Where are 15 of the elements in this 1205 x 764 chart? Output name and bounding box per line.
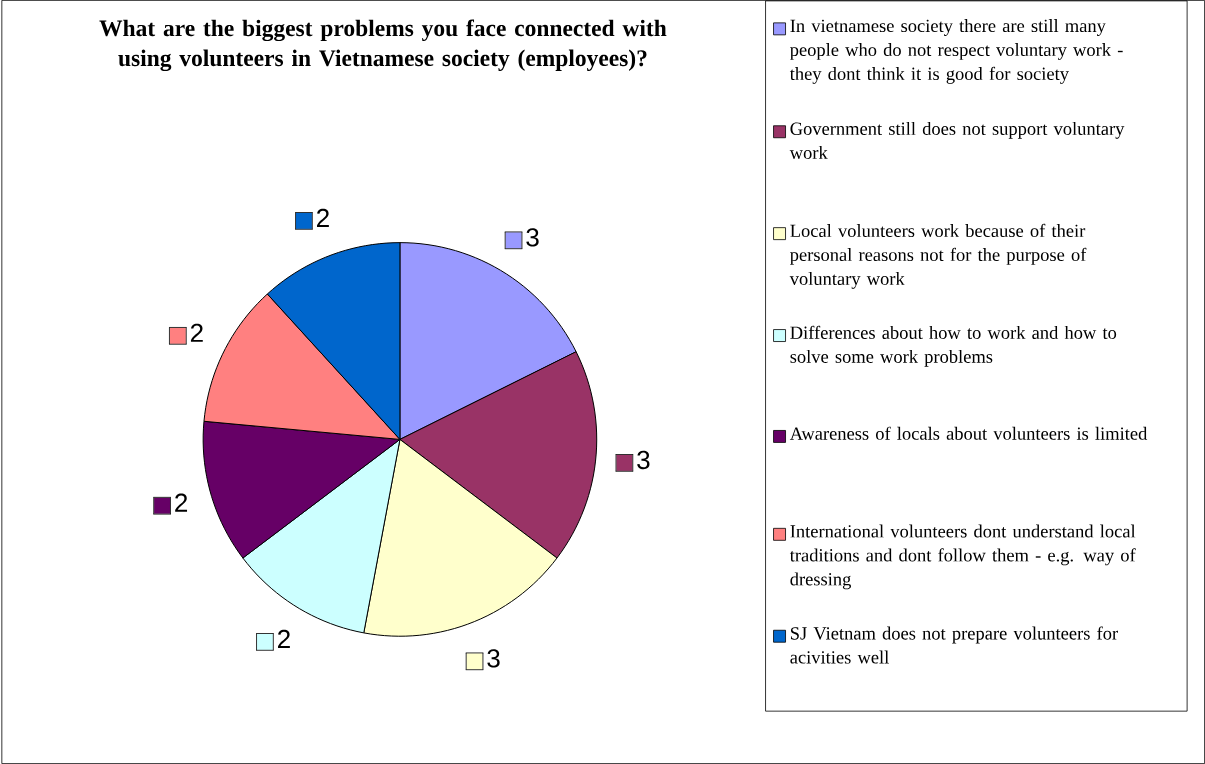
data-label: 2 xyxy=(278,629,290,648)
data-label: 2 xyxy=(190,323,203,342)
legend-label: SJ Vietnam does not prepare volunteers for acivities well xyxy=(790,626,1118,664)
legend-label: Local volunteers work because of their personal reasons not for the purpose of voluntary work xyxy=(789,223,1087,289)
data-label: 2 xyxy=(175,493,188,512)
legend-label: In vietnamese society there are still many people who do not respect voluntary work - they dont think it is good for society xyxy=(789,19,1123,84)
data-label: 3 xyxy=(487,649,500,668)
data-label: 2 xyxy=(317,208,329,227)
legend-label: Awareness of locals about volunteers is limited xyxy=(789,426,1148,440)
legend-label: International volunteers dont understand local traditions and dont follow them - e.g. way of dressing xyxy=(789,524,1136,590)
legend-label: Government still does not support voluntary work xyxy=(789,121,1125,159)
data-label: 3 xyxy=(637,450,650,470)
data-label: 3 xyxy=(526,228,539,247)
text: What are the biggest problems you face connected with using volunteers in Vietnamese society (employees)? xyxy=(99,19,667,72)
legend-label: Differences about how to work and how to solve some work problems xyxy=(790,325,1117,367)
